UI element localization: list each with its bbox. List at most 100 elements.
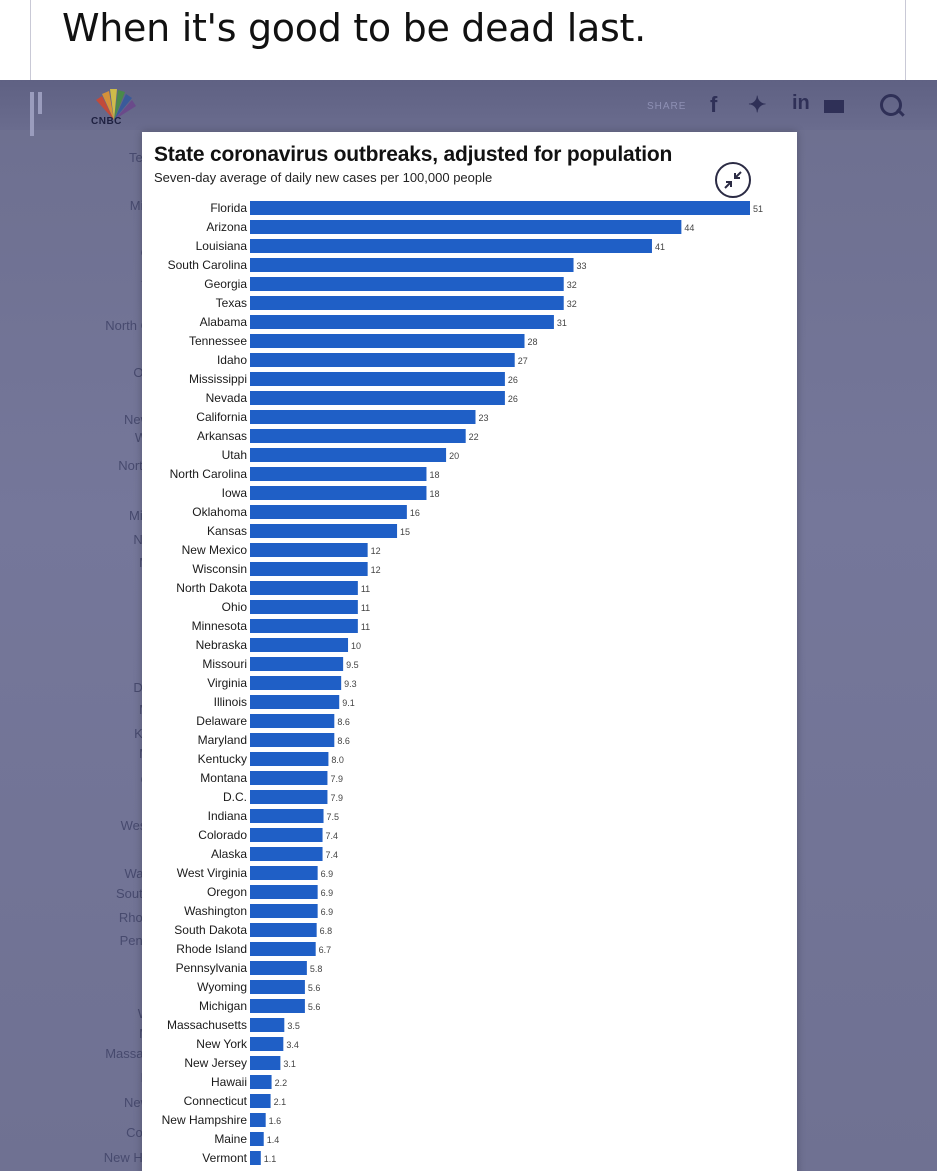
category-label: South Dakota: [174, 923, 247, 937]
data-label: 6.9: [321, 869, 334, 879]
cnbc-peacock-icon[interactable]: [88, 86, 140, 126]
category-label: New Hampshire: [162, 1113, 248, 1127]
category-label: West Virginia: [177, 866, 248, 880]
bar: [250, 942, 316, 956]
bar: [250, 847, 323, 861]
photographed-screen: CNBC SHARE f ✦ in TenMisCANorth COkNewWi…: [0, 80, 937, 1171]
category-label: Ohio: [222, 600, 248, 614]
bar: [250, 1113, 266, 1127]
search-icon[interactable]: [880, 94, 902, 116]
category-label: Oklahoma: [192, 505, 247, 519]
data-label: 8.6: [337, 736, 350, 746]
category-label: California: [196, 410, 247, 424]
category-label: Oregon: [207, 885, 247, 899]
category-label: North Carolina: [170, 467, 248, 481]
category-label: Wyoming: [197, 980, 247, 994]
bar: [250, 752, 329, 766]
data-label: 5.8: [310, 964, 323, 974]
data-label: 6.8: [320, 926, 333, 936]
bar: [250, 1018, 285, 1032]
data-label: 18: [429, 489, 439, 499]
bar: [250, 562, 368, 576]
bar: [250, 923, 317, 937]
category-label: Mississippi: [189, 372, 247, 386]
data-label: 3.1: [283, 1059, 296, 1069]
linkedin-icon[interactable]: in: [792, 92, 810, 114]
data-label: 7.4: [326, 850, 339, 860]
data-label: 26: [508, 375, 518, 385]
bar: [250, 676, 342, 690]
bar: [250, 258, 574, 272]
bar: [250, 695, 340, 709]
bar: [250, 1151, 261, 1165]
bar: [250, 353, 515, 367]
facebook-icon[interactable]: f: [710, 92, 718, 117]
bar: [250, 980, 305, 994]
bar: [250, 999, 305, 1013]
bar: [250, 790, 328, 804]
data-label: 1.1: [264, 1154, 277, 1164]
bar: [250, 619, 358, 633]
data-label: 51: [753, 204, 763, 214]
category-label: Alaska: [211, 847, 247, 861]
menu-icon[interactable]: [30, 92, 52, 136]
bar: [250, 771, 328, 785]
bar: [250, 638, 349, 652]
data-label: 11: [361, 584, 370, 594]
bar: [250, 657, 344, 671]
bar: [250, 809, 324, 823]
category-label: Kentucky: [198, 752, 247, 766]
bar-chart: Florida 51 Arizona 44 Louisiana 41 South Carol…: [162, 201, 763, 1165]
category-label: Washington: [184, 904, 247, 918]
data-label: 23: [478, 413, 488, 423]
post-title: When it's good to be dead last.: [62, 6, 646, 50]
category-label: Vermont: [202, 1151, 247, 1165]
data-label: 2.1: [274, 1097, 287, 1107]
twitter-icon[interactable]: ✦: [748, 92, 767, 117]
bar: [250, 220, 682, 234]
category-label: Idaho: [217, 353, 247, 367]
data-label: 5.6: [308, 1002, 321, 1012]
data-label: 28: [528, 337, 538, 347]
data-label: 11: [361, 622, 370, 632]
data-label: 22: [469, 432, 479, 442]
mail-icon[interactable]: [824, 100, 844, 113]
data-label: 15: [400, 527, 410, 537]
data-label: 2.2: [275, 1078, 288, 1088]
bar: [250, 828, 323, 842]
category-label: Kansas: [207, 524, 247, 538]
category-label: South Carolina: [168, 258, 248, 272]
background-text-fragment: Massac: [105, 1046, 150, 1061]
category-label: Wisconsin: [192, 562, 247, 576]
data-label: 7.9: [330, 774, 343, 784]
background-text-fragment: New Ha: [103, 1150, 150, 1165]
category-label: D.C.: [223, 790, 247, 804]
site-header: CNBC SHARE f ✦ in: [0, 80, 937, 136]
bar: [250, 467, 427, 481]
collapse-button[interactable]: [715, 162, 751, 198]
category-label: Minnesota: [192, 619, 248, 633]
category-label: Iowa: [222, 486, 248, 500]
bar: [250, 486, 427, 500]
data-label: 8.0: [331, 755, 344, 765]
data-label: 32: [567, 299, 577, 309]
bar: [250, 334, 525, 348]
category-label: Maine: [214, 1132, 247, 1146]
data-label: 1.6: [269, 1116, 282, 1126]
data-label: 6.9: [321, 907, 334, 917]
category-label: Rhode Island: [176, 942, 247, 956]
data-label: 18: [429, 470, 439, 480]
category-label: Connecticut: [184, 1094, 248, 1108]
chart-title: State coronavirus outbreaks, adjusted fo…: [154, 143, 673, 166]
data-label: 3.4: [286, 1040, 299, 1050]
category-label: New Jersey: [184, 1056, 247, 1070]
bar: [250, 429, 466, 443]
data-label: 41: [655, 242, 665, 252]
category-label: Pennsylvania: [176, 961, 248, 975]
bar: [250, 277, 564, 291]
bar: [250, 391, 505, 405]
data-label: 12: [371, 546, 381, 556]
data-label: 11: [361, 603, 370, 613]
category-label: Illinois: [214, 695, 247, 709]
bar: [250, 714, 335, 728]
